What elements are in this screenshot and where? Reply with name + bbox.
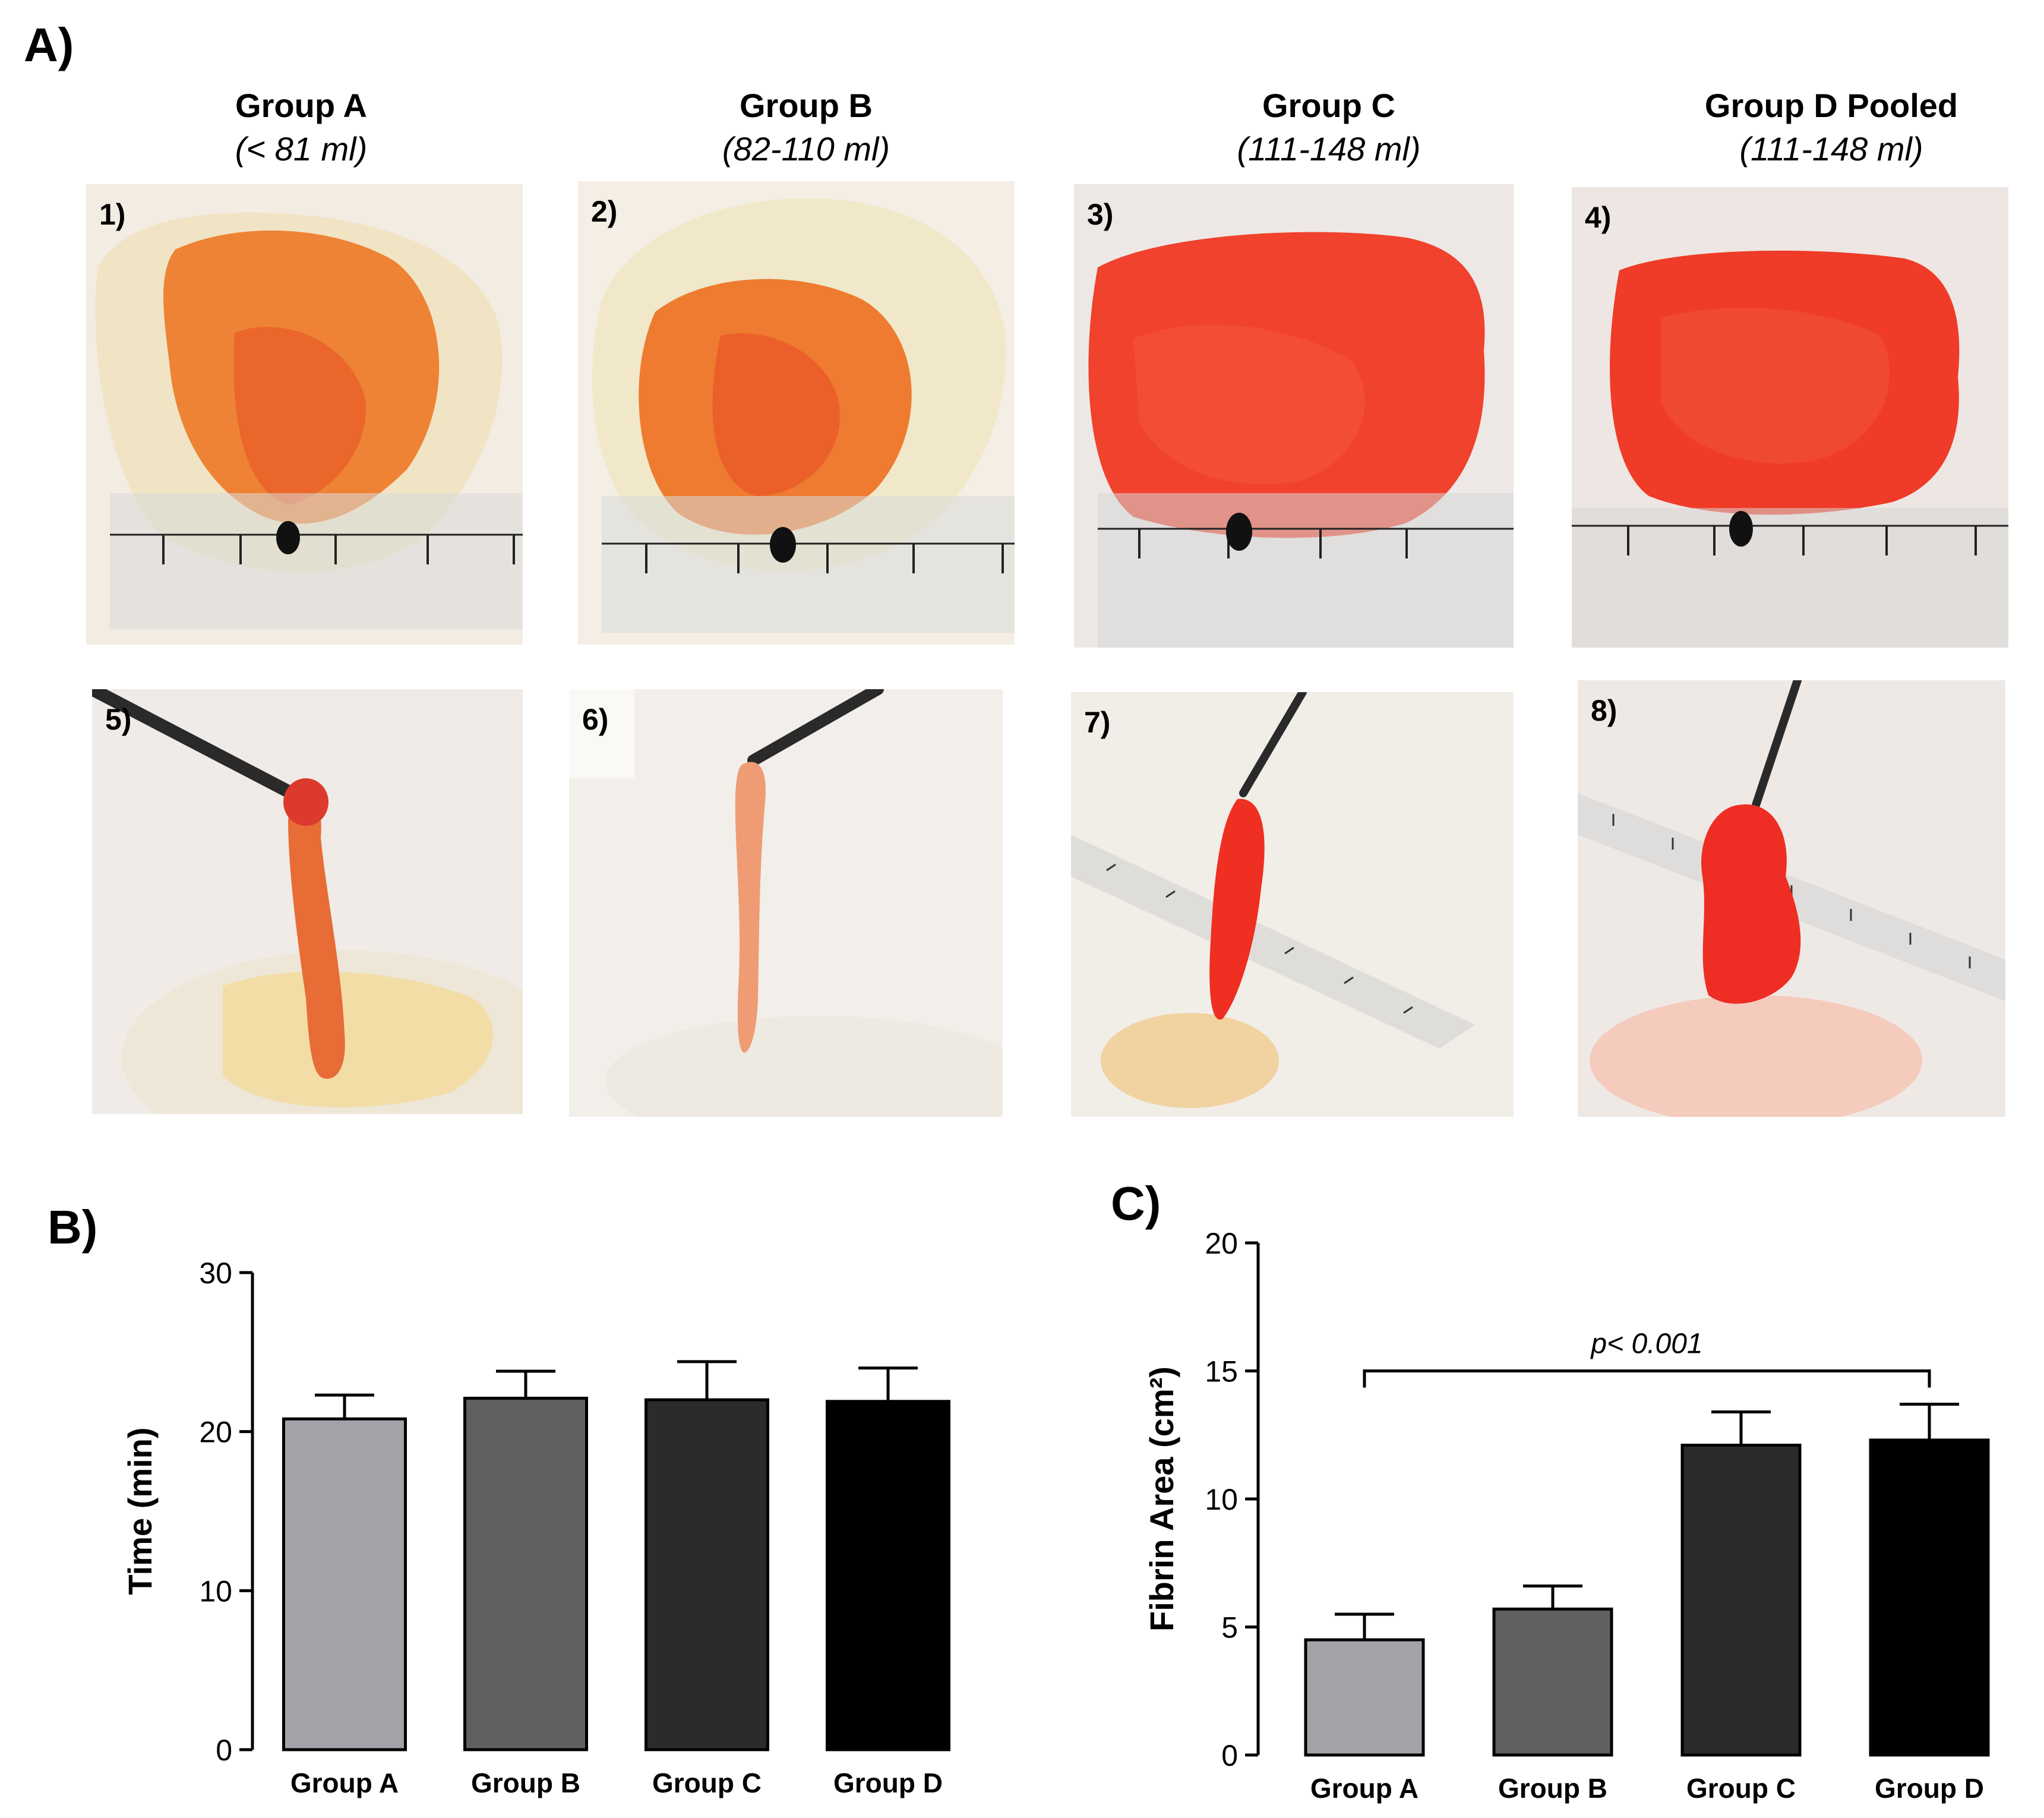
photo-1: 1): [86, 184, 523, 645]
column-header-3: Group C (111-148 ml): [1151, 86, 1507, 168]
panel-label-b: B): [48, 1201, 98, 1254]
column-title: Group B: [740, 87, 873, 124]
fibrin-sheet-illustration: [1572, 187, 2008, 648]
x-tick-label: Group B: [1498, 1773, 1607, 1804]
bar-group-a: [282, 1417, 407, 1751]
y-tick-label: 20: [1205, 1227, 1238, 1260]
x-tick-label: Group D: [1875, 1773, 1984, 1804]
fibrin-sheet-illustration: [86, 184, 523, 645]
photo-number: 1): [99, 198, 126, 231]
fibrin-strand-illustration: [1578, 680, 2005, 1117]
photo-8: 8): [1578, 680, 2005, 1117]
bar-group-d: [826, 1400, 950, 1751]
y-tick-label: 0: [216, 1734, 232, 1767]
column-header-1: Group A (< 81 ml): [123, 86, 479, 168]
column-subtitle: (82-110 ml): [722, 130, 890, 168]
photo-2: 2): [578, 181, 1015, 645]
bar-group-c: [645, 1398, 769, 1751]
panel-label-c: C): [1111, 1177, 1161, 1230]
fibrin-strand-illustration: [569, 689, 1003, 1117]
bar-group-a: [1304, 1638, 1425, 1757]
bar-group-b: [463, 1396, 588, 1751]
photo-number: 5): [105, 703, 132, 736]
photo-3: 3): [1074, 184, 1514, 648]
y-tick-label: 15: [1205, 1355, 1238, 1388]
y-tick-label: 20: [199, 1416, 232, 1449]
photo-number: 4): [1585, 201, 1612, 234]
photo-number: 2): [591, 195, 618, 228]
photo-7: 7): [1071, 692, 1514, 1117]
panel-label-a: A): [24, 18, 74, 71]
y-tick-label: 10: [199, 1574, 232, 1608]
column-title: Group D Pooled: [1704, 87, 1958, 124]
fibrin-sheet-illustration: [1074, 184, 1514, 648]
chart-b-clotting-time: 0 10 20 30 Time (min) Group A Group B Group C Gr…: [121, 1257, 950, 1798]
x-tick-label: Group C: [652, 1768, 762, 1798]
photo-number: 7): [1084, 706, 1111, 739]
y-axis-label: Fibrin Area (cm²): [1143, 1366, 1180, 1631]
column-subtitle: (< 81 ml): [235, 130, 368, 168]
column-subtitle: (111-148 ml): [1739, 130, 1923, 168]
bar-group-c: [1680, 1443, 1802, 1757]
column-title: Group A: [235, 87, 367, 124]
bar-group-b: [1492, 1607, 1613, 1757]
significance-label: p< 0.001: [1590, 1328, 1702, 1360]
significance-bracket: [1363, 1369, 1931, 1388]
fibrin-strand-illustration: [92, 689, 523, 1114]
y-tick-label: 0: [1221, 1739, 1238, 1772]
y-tick-label: 10: [1205, 1483, 1238, 1516]
photo-5: 5): [92, 689, 523, 1114]
x-tick-label: Group C: [1686, 1773, 1796, 1804]
bar-group-d: [1869, 1438, 1990, 1757]
photo-number: 3): [1087, 198, 1114, 231]
x-tick-label: Group B: [471, 1768, 580, 1798]
y-tick-label: 5: [1221, 1611, 1238, 1645]
x-tick-label: Group A: [1310, 1773, 1419, 1804]
column-subtitle: (111-148 ml): [1237, 130, 1421, 168]
photo-number: 8): [1591, 694, 1617, 727]
y-tick-label: 30: [199, 1257, 232, 1290]
photo-6: 6): [569, 689, 1003, 1117]
fibrin-strand-illustration: [1071, 692, 1514, 1117]
photo-4: 4): [1572, 187, 2008, 648]
y-axis-label: Time (min): [121, 1427, 159, 1595]
column-header-4: Group D Pooled (111-148 ml): [1653, 86, 2010, 168]
x-tick-label: Group D: [833, 1768, 943, 1798]
column-title: Group C: [1262, 87, 1395, 124]
column-header-2: Group B (82-110 ml): [628, 86, 984, 168]
chart-c-fibrin-area: 0 5 10 15 20 Fibrin Area (cm²) Group A Group B G…: [1143, 1227, 1990, 1804]
photo-number: 6): [582, 703, 609, 736]
fibrin-sheet-illustration: [578, 181, 1015, 645]
x-tick-label: Group A: [290, 1768, 399, 1798]
